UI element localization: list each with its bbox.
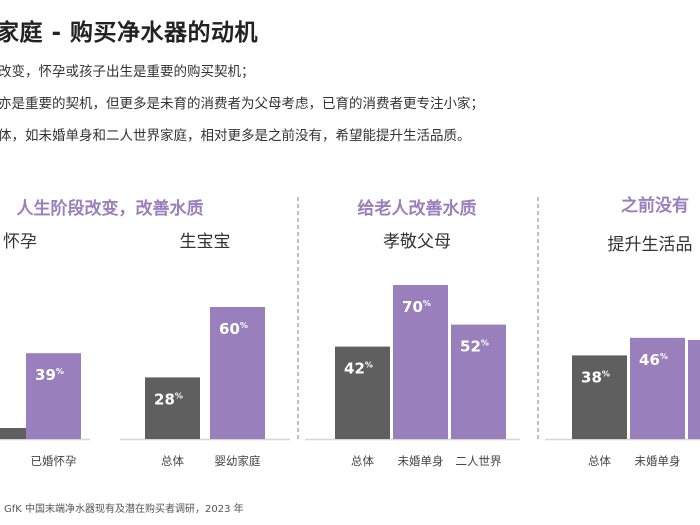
bar [145, 377, 200, 439]
bar [630, 337, 685, 439]
bar-value-label: 39% [35, 366, 64, 384]
bar [393, 285, 448, 439]
x-tick-label: 二人世界 [456, 454, 502, 468]
page-title: 家庭 - 购买净水器的动机 [0, 20, 259, 46]
bullet-point: 体，如未婚单身和二人世界家庭，相对更多是之前没有，希望能提升生活品质。 [0, 128, 471, 144]
group-label: 提升生活品 [608, 235, 693, 255]
x-tick-label: 总体 [161, 454, 184, 468]
bar [26, 353, 81, 439]
bar [572, 355, 627, 439]
panel-heading: 之前没有 [621, 195, 689, 216]
panel-heading: 给老人改善水质 [358, 198, 477, 219]
group-label: 生宝宝 [180, 232, 231, 252]
x-tick-label: 婴幼家庭 [215, 454, 261, 468]
bar-value-label: 42% [344, 360, 373, 378]
x-tick-label: 总体 [351, 454, 374, 468]
bullet-point: 亦是重要的契机，但更多是未育的消费者为父母考虑，已育的消费者更专注小家； [0, 96, 484, 112]
bar [451, 324, 506, 439]
bar-value-label: 46% [639, 351, 668, 369]
bar-value-label: 52% [460, 338, 489, 356]
x-tick-label: 已婚怀孕 [31, 454, 77, 468]
group-label: 怀孕 [3, 232, 37, 252]
bar [210, 307, 265, 439]
x-tick-label: 未婚单身 [635, 454, 681, 468]
bar-value-label: 70% [402, 298, 431, 316]
bar [0, 428, 28, 439]
bar-value-label: 60% [219, 320, 248, 338]
x-tick-label: 总体 [588, 454, 611, 468]
bar-value-label: 28% [154, 390, 183, 408]
bar-value-label: 38% [581, 368, 610, 386]
group-label: 孝敬父母 [383, 232, 451, 252]
bar [688, 340, 700, 439]
x-tick-label: 未婚单身 [398, 454, 444, 468]
panel-heading: 人生阶段改变，改善水质 [17, 198, 204, 219]
bar [335, 346, 390, 439]
source-note: GfK 中国末端净水器现有及潜在购买者调研，2023 年 [4, 504, 244, 515]
bullet-point: 改变，怀孕或孩子出生是重要的购买契机； [0, 64, 255, 80]
